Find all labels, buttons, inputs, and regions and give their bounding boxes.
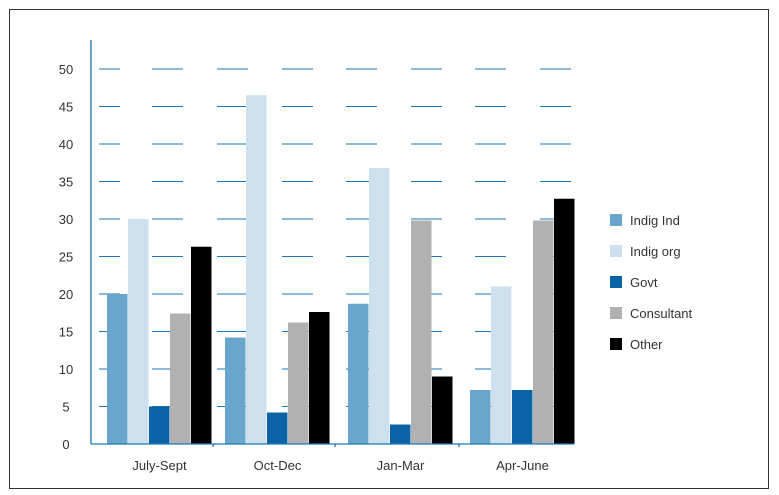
x-tick-labels: July-Sept Oct-Dec Jan-Mar Apr-June xyxy=(132,458,548,473)
bar xyxy=(225,337,246,444)
x-tick-label: Oct-Dec xyxy=(254,458,302,473)
legend-swatch xyxy=(610,276,622,288)
legend-swatch xyxy=(610,214,622,226)
bar xyxy=(288,322,309,444)
bar xyxy=(512,390,533,444)
legend-label: Indig org xyxy=(630,244,681,259)
y-tick-label: 30 xyxy=(59,212,73,227)
y-tick-label: 5 xyxy=(62,400,69,415)
bar xyxy=(533,220,554,444)
y-tick-label: 50 xyxy=(59,62,73,77)
bar xyxy=(107,294,128,444)
y-tick-label: 15 xyxy=(59,325,73,340)
x-tick-label: Jan-Mar xyxy=(377,458,425,473)
axes xyxy=(90,40,574,447)
bar xyxy=(411,220,432,444)
y-tick-labels: 0 5 10 15 20 25 30 35 40 45 50 xyxy=(59,62,73,452)
bar xyxy=(128,219,149,444)
bar xyxy=(390,424,411,444)
bar xyxy=(554,198,575,444)
legend-swatch xyxy=(610,245,622,257)
bar xyxy=(149,406,170,444)
x-tick-label: July-Sept xyxy=(132,458,187,473)
x-tick-label: Apr-June xyxy=(496,458,549,473)
y-tick-label: 45 xyxy=(59,100,73,115)
bar xyxy=(432,376,453,444)
y-tick-label: 35 xyxy=(59,175,73,190)
bar xyxy=(348,303,369,444)
bar xyxy=(470,390,491,444)
bar xyxy=(246,95,267,444)
legend-label: Consultant xyxy=(630,306,693,321)
legend-label: Indig Ind xyxy=(630,213,680,228)
bar xyxy=(267,412,288,444)
bars xyxy=(107,95,575,444)
bar xyxy=(369,168,390,444)
bar xyxy=(191,246,212,444)
legend-swatch xyxy=(610,307,622,319)
y-tick-label: 25 xyxy=(59,250,73,265)
y-tick-label: 20 xyxy=(59,287,73,302)
legend-label: Other xyxy=(630,337,663,352)
legend: Indig Ind Indig org Govt Consultant Other xyxy=(610,213,693,352)
legend-swatch xyxy=(610,338,622,350)
bar xyxy=(170,313,191,444)
bar xyxy=(491,286,512,444)
y-tick-label: 0 xyxy=(62,437,69,452)
legend-label: Govt xyxy=(630,275,658,290)
y-tick-label: 40 xyxy=(59,137,73,152)
bar xyxy=(309,312,330,444)
y-tick-label: 10 xyxy=(59,362,73,377)
